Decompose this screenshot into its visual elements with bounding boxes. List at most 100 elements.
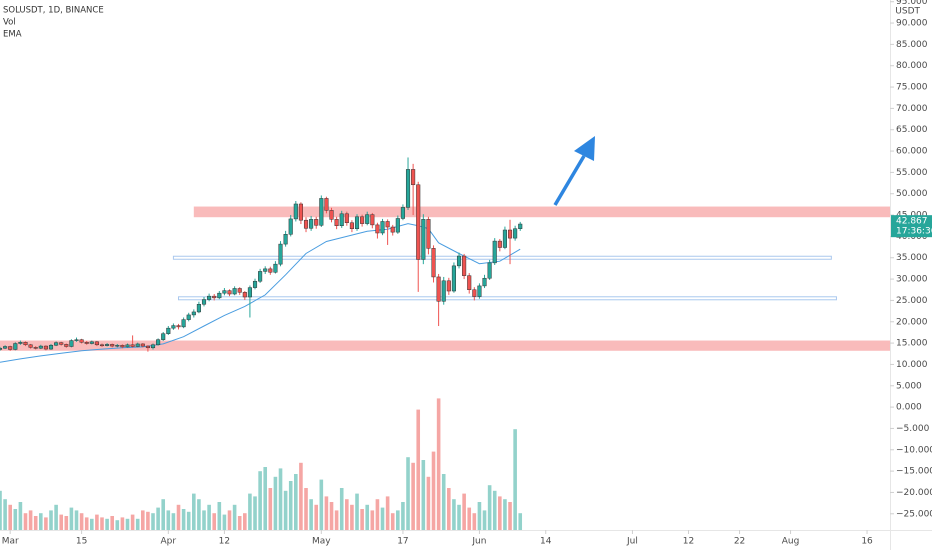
- volume-bar: [222, 514, 227, 530]
- volume-bar: [334, 510, 339, 530]
- candle-body: [309, 219, 314, 229]
- x-tick-label: May: [312, 537, 331, 547]
- volume-bar: [482, 510, 487, 530]
- y-tick-label: 50.000: [896, 189, 928, 199]
- candle-body: [354, 216, 360, 229]
- candle-body: [201, 299, 207, 305]
- candle-body: [79, 339, 84, 343]
- candle-body: [74, 339, 79, 341]
- candle-body: [380, 221, 385, 234]
- candle-body: [507, 229, 513, 239]
- y-tick-label: 15.000: [896, 339, 928, 349]
- volume-bar: [217, 502, 222, 530]
- candle-body: [502, 229, 507, 248]
- candle-body: [446, 280, 451, 292]
- candle-body: [421, 219, 426, 260]
- candle-body: [456, 255, 462, 267]
- candle-body: [38, 345, 43, 349]
- candle-body: [227, 290, 232, 295]
- candle-body: [303, 219, 309, 229]
- candle-body: [431, 248, 436, 278]
- candle-body: [237, 288, 242, 293]
- candle-body: [99, 344, 105, 347]
- candle-body: [319, 198, 324, 226]
- candle-body: [8, 346, 13, 350]
- x-tick-label: 17: [397, 537, 408, 547]
- candle-body: [217, 292, 222, 299]
- indicator-label: Vol: [3, 18, 16, 28]
- y-tick-label: 65.000: [896, 125, 928, 135]
- candle-body: [23, 341, 28, 346]
- volume-bar: [263, 467, 268, 530]
- x-tick-label: 16: [861, 537, 873, 547]
- volume-bar: [278, 468, 283, 530]
- volume-bar: [232, 504, 237, 530]
- y-tick-label: 60.000: [896, 147, 928, 157]
- volume-bar: [248, 493, 252, 530]
- volume-bar: [309, 499, 313, 530]
- volume-bar: [365, 504, 370, 530]
- candle-body: [150, 344, 156, 349]
- volume-bar: [355, 493, 359, 530]
- volume-bar: [508, 502, 512, 530]
- candle-body: [54, 342, 59, 346]
- candle-body: [69, 340, 74, 347]
- candle-body: [487, 262, 492, 279]
- y-tick-label: 55.000: [896, 168, 928, 178]
- volume-bar: [411, 462, 415, 530]
- candle-body: [156, 339, 161, 346]
- currency-label: USDT: [895, 7, 920, 17]
- volume-bar: [0, 490, 2, 530]
- volume-bar: [487, 485, 492, 530]
- volume-bar: [283, 490, 288, 530]
- volume-bar: [192, 493, 196, 530]
- y-tick-label: 0.000: [896, 403, 922, 413]
- candle-body: [181, 319, 186, 328]
- volume-bar: [385, 496, 390, 530]
- candle-body: [140, 343, 145, 347]
- volume-bar: [258, 471, 262, 530]
- x-tick-label: Jul: [626, 537, 638, 547]
- y-tick-label: 90.000: [896, 19, 928, 29]
- volume-bar: [125, 518, 130, 530]
- candle-body: [416, 184, 421, 260]
- candle-body: [196, 304, 201, 313]
- candle-body: [400, 207, 405, 219]
- candle-body: [293, 203, 298, 220]
- candle-body: [451, 265, 456, 292]
- candle-body: [161, 333, 166, 340]
- volume-bar: [380, 507, 385, 530]
- candle-body: [395, 218, 400, 233]
- y-tick-label: −25.000: [896, 509, 932, 519]
- candle-body: [135, 343, 140, 347]
- volume-bar: [59, 514, 64, 530]
- drawings: [0, 206, 890, 351]
- candle-body: [482, 277, 487, 287]
- volume-bar: [130, 514, 135, 530]
- volume-bar: [401, 502, 405, 530]
- volume-bar: [436, 398, 441, 530]
- zone: [0, 340, 890, 351]
- volume-bar: [33, 516, 38, 530]
- volume-bar: [115, 520, 120, 530]
- y-tick-label: 25.000: [896, 296, 928, 306]
- x-tick-label: 14: [540, 537, 552, 547]
- candle-body: [365, 214, 370, 224]
- candle-body: [375, 224, 380, 234]
- candle-body: [314, 219, 319, 226]
- y-tick-label: 30.000: [896, 275, 928, 285]
- volume-bar: [74, 510, 79, 530]
- volume-bar: [181, 509, 186, 530]
- y-tick-label: 35.000: [896, 253, 928, 263]
- volume-bar: [273, 476, 278, 530]
- volume-bar: [69, 507, 74, 530]
- volume-bar: [227, 510, 232, 530]
- candle-body: [426, 219, 431, 249]
- x-tick-label: Apr: [161, 537, 177, 547]
- candle-body: [344, 213, 349, 224]
- volume-bar: [84, 517, 89, 530]
- candle-body: [258, 271, 263, 282]
- volume-bar: [447, 488, 451, 530]
- volume-bar: [513, 429, 517, 530]
